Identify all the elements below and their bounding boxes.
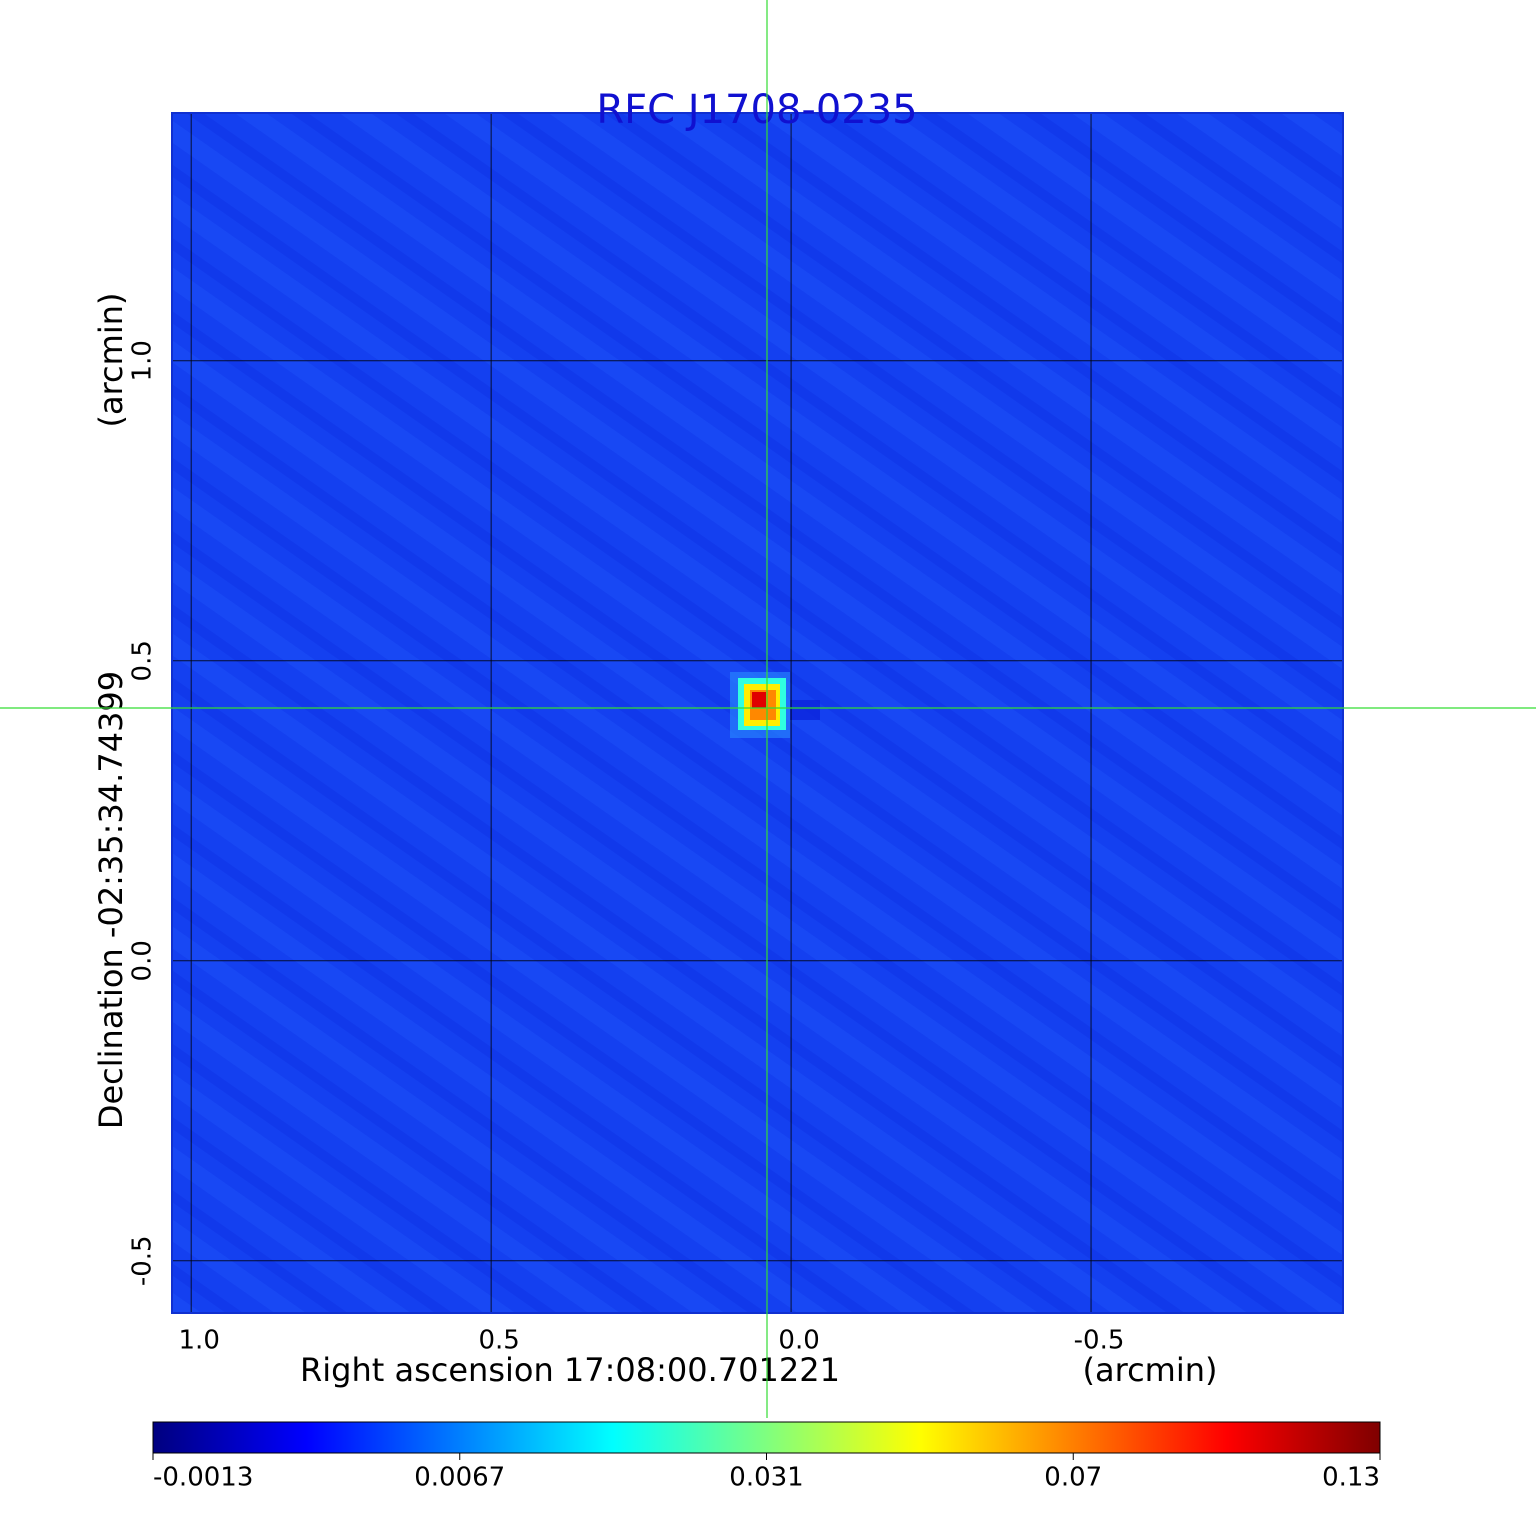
- colorbar-tick-label: 0.07: [1044, 1463, 1102, 1493]
- colorbar: [152, 1421, 1381, 1454]
- x-tick-label: 0.0: [778, 1326, 819, 1356]
- x-tick-label: 0.5: [478, 1326, 519, 1356]
- colorbar-tick-label: 0.031: [729, 1463, 803, 1493]
- y-tick-label: 0.0: [128, 940, 158, 981]
- blob-shadow: [790, 700, 820, 720]
- source-blob: [730, 672, 820, 738]
- colorbar-tick-label: 0.0067: [414, 1463, 505, 1493]
- x-axis-unit: (arcmin): [1083, 1351, 1218, 1389]
- chart-title: RFC J1708-0235: [596, 87, 917, 133]
- grid: [172, 113, 1343, 1313]
- y-tick-label: -0.5: [128, 1235, 158, 1286]
- x-tick-label: -0.5: [1074, 1326, 1125, 1356]
- y-axis-unit: (arcmin): [92, 293, 130, 428]
- colorbar-tick-label: -0.0013: [153, 1463, 253, 1493]
- blob-peak: [752, 692, 766, 708]
- x-axis-label: Right ascension 17:08:00.701221: [300, 1351, 840, 1389]
- plot-frame: [171, 112, 1344, 1314]
- colorbar-tick-label: 0.13: [1322, 1463, 1380, 1493]
- y-tick-label: 0.5: [128, 640, 158, 681]
- y-axis-label: Declination -02:35:34.74399: [92, 671, 130, 1129]
- x-tick-label: 1.0: [179, 1326, 220, 1356]
- y-tick-label: 1.0: [128, 340, 158, 381]
